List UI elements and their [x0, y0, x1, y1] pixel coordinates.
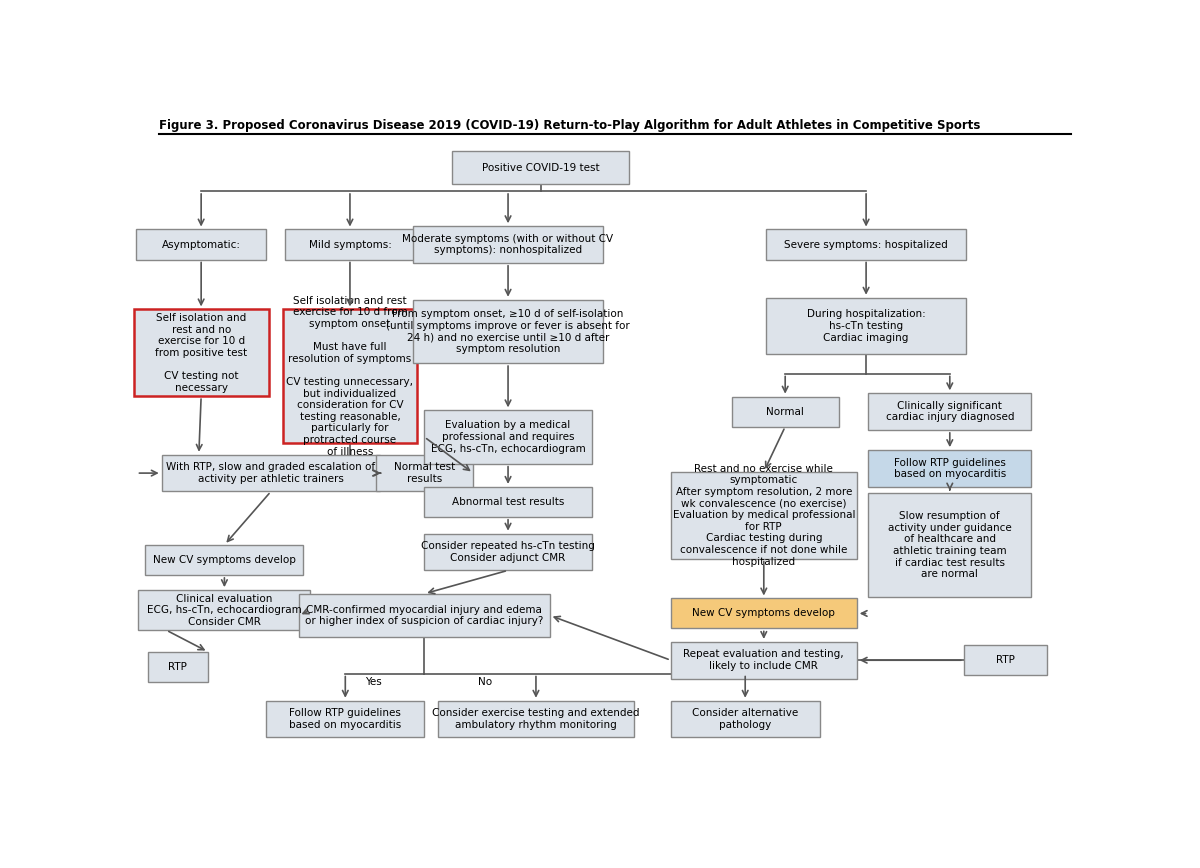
Text: Normal test
results: Normal test results [394, 463, 455, 483]
Text: Repeat evaluation and testing,
likely to include CMR: Repeat evaluation and testing, likely to… [684, 649, 844, 671]
Text: Slow resumption of
activity under guidance
of healthcare and
athletic training t: Slow resumption of activity under guidan… [888, 511, 1012, 579]
FancyBboxPatch shape [425, 411, 592, 464]
FancyBboxPatch shape [284, 229, 415, 260]
Text: Follow RTP guidelines
based on myocarditis: Follow RTP guidelines based on myocardit… [894, 457, 1006, 479]
Text: Consider alternative
pathology: Consider alternative pathology [692, 708, 798, 730]
Text: CMR-confirmed myocardial injury and edema
or higher index of suspicion of cardia: CMR-confirmed myocardial injury and edem… [305, 605, 544, 626]
FancyBboxPatch shape [138, 590, 311, 630]
Text: Mild symptoms:: Mild symptoms: [308, 240, 391, 249]
FancyBboxPatch shape [145, 545, 304, 575]
Text: Moderate symptoms (with or without CV
symptoms): nonhospitalized: Moderate symptoms (with or without CV sy… [402, 233, 613, 255]
FancyBboxPatch shape [133, 309, 269, 396]
Text: From symptom onset, ≥10 d of self-isolation
(until symptoms improve or fever is : From symptom onset, ≥10 d of self-isolat… [386, 309, 630, 354]
Text: New CV symptoms develop: New CV symptoms develop [692, 608, 835, 619]
Text: Evaluation by a medical
professional and requires
ECG, hs-cTn, echocardiogram: Evaluation by a medical professional and… [431, 420, 586, 454]
FancyBboxPatch shape [964, 645, 1048, 675]
FancyBboxPatch shape [766, 298, 966, 354]
Text: Clinically significant
cardiac injury diagnosed: Clinically significant cardiac injury di… [886, 401, 1014, 423]
FancyBboxPatch shape [376, 455, 473, 491]
FancyBboxPatch shape [732, 397, 839, 427]
Text: Yes: Yes [365, 677, 382, 687]
FancyBboxPatch shape [671, 700, 820, 738]
FancyBboxPatch shape [282, 309, 418, 443]
Text: Rest and no exercise while
symptomatic
After symptom resolution, 2 more
wk conva: Rest and no exercise while symptomatic A… [672, 464, 856, 567]
Text: RTP: RTP [168, 662, 187, 672]
FancyBboxPatch shape [869, 494, 1031, 597]
FancyBboxPatch shape [869, 450, 1031, 487]
Text: Normal: Normal [767, 406, 804, 417]
FancyBboxPatch shape [299, 594, 550, 637]
Text: Clinical evaluation
ECG, hs-cTn, echocardiogram
Consider CMR: Clinical evaluation ECG, hs-cTn, echocar… [148, 594, 301, 627]
FancyBboxPatch shape [425, 534, 592, 570]
Text: Abnormal test results: Abnormal test results [452, 496, 564, 507]
FancyBboxPatch shape [413, 227, 604, 263]
Text: RTP: RTP [996, 655, 1015, 665]
Text: No: No [478, 677, 492, 687]
Text: New CV symptoms develop: New CV symptoms develop [152, 555, 296, 565]
FancyBboxPatch shape [148, 652, 208, 682]
FancyBboxPatch shape [136, 229, 266, 260]
Text: Asymptomatic:: Asymptomatic: [162, 240, 241, 249]
Text: Positive COVID-19 test: Positive COVID-19 test [481, 162, 600, 173]
Text: Consider repeated hs-cTn testing
Consider adjunct CMR: Consider repeated hs-cTn testing Conside… [421, 541, 595, 562]
Text: Figure 3. Proposed Coronavirus Disease 2019 (COVID-19) Return-to-Play Algorithm : Figure 3. Proposed Coronavirus Disease 2… [160, 119, 980, 132]
Text: Follow RTP guidelines
based on myocarditis: Follow RTP guidelines based on myocardit… [289, 708, 402, 730]
FancyBboxPatch shape [452, 151, 629, 184]
Text: Consider exercise testing and extended
ambulatory rhythm monitoring: Consider exercise testing and extended a… [432, 708, 640, 730]
Text: During hospitalization:
hs-cTn testing
Cardiac imaging: During hospitalization: hs-cTn testing C… [806, 310, 925, 343]
FancyBboxPatch shape [671, 641, 857, 679]
FancyBboxPatch shape [266, 700, 425, 738]
FancyBboxPatch shape [869, 393, 1031, 430]
FancyBboxPatch shape [671, 472, 857, 559]
FancyBboxPatch shape [162, 455, 380, 491]
FancyBboxPatch shape [413, 299, 604, 363]
FancyBboxPatch shape [766, 229, 966, 260]
FancyBboxPatch shape [425, 487, 592, 516]
FancyBboxPatch shape [438, 700, 634, 738]
FancyBboxPatch shape [671, 598, 857, 628]
Text: With RTP, slow and graded escalation of
activity per athletic trainers: With RTP, slow and graded escalation of … [167, 463, 376, 483]
Text: Self isolation and rest
exercise for 10 d from
symptom onset

Must have full
res: Self isolation and rest exercise for 10 … [287, 296, 414, 457]
Text: Severe symptoms: hospitalized: Severe symptoms: hospitalized [785, 240, 948, 249]
Text: Self isolation and
rest and no
exercise for 10 d
from positive test

CV testing : Self isolation and rest and no exercise … [155, 313, 247, 392]
